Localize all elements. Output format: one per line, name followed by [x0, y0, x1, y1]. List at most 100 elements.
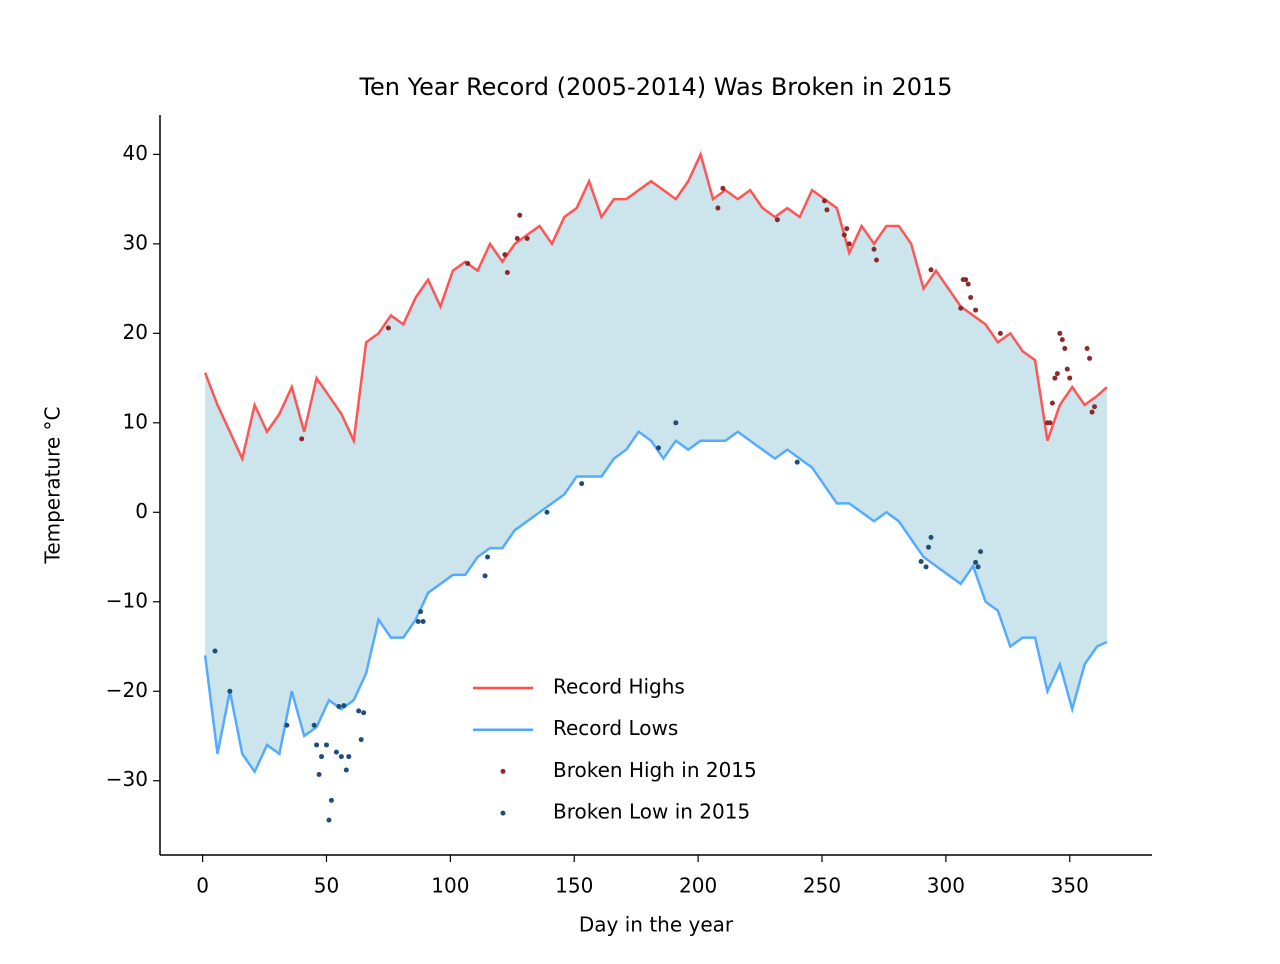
scatter-point	[1089, 409, 1095, 415]
scatter-point	[958, 305, 964, 311]
scatter-point	[673, 420, 679, 426]
scatter-point	[418, 609, 424, 615]
scatter-point	[517, 212, 523, 218]
scatter-point	[844, 226, 850, 232]
scatter-point	[338, 754, 344, 760]
scatter-point	[928, 267, 934, 273]
scatter-point	[975, 564, 981, 570]
y-tick-label: 20	[123, 320, 148, 344]
scatter-point	[465, 261, 471, 267]
scatter-point	[544, 509, 550, 515]
scatter-point	[514, 235, 520, 241]
scatter-point	[299, 436, 305, 442]
scatter-point	[311, 722, 317, 728]
scatter-point	[316, 771, 322, 777]
scatter-point	[346, 754, 352, 760]
x-tick-label: 150	[555, 874, 593, 898]
y-tick-label: 0	[135, 499, 148, 523]
scatter-point	[918, 559, 924, 565]
scatter-point	[871, 246, 877, 252]
scatter-point	[385, 325, 391, 331]
scatter-point	[997, 330, 1003, 336]
scatter-point	[1054, 371, 1060, 377]
scatter-point	[284, 722, 290, 728]
scatter-point	[774, 217, 780, 223]
scatter-point	[579, 481, 585, 487]
x-tick-label: 100	[431, 874, 469, 898]
scatter-point	[928, 534, 934, 540]
scatter-point	[965, 281, 971, 287]
scatter-point	[314, 742, 320, 748]
scatter-point	[968, 295, 974, 301]
x-tick-label: 50	[314, 874, 339, 898]
scatter-point	[524, 235, 530, 241]
scatter-point	[1059, 337, 1065, 343]
scatter-point	[821, 198, 827, 204]
y-tick-label: −10	[106, 588, 148, 612]
scatter-point	[720, 185, 726, 191]
scatter-point	[1062, 346, 1068, 352]
scatter-point	[504, 269, 510, 275]
scatter-point	[978, 549, 984, 555]
scatter-point	[356, 708, 362, 714]
scatter-point	[794, 459, 800, 465]
scatter-point	[1047, 420, 1053, 426]
scatter-point	[328, 797, 334, 803]
x-tick-label: 300	[927, 874, 965, 898]
y-tick-label: 30	[123, 230, 148, 254]
scatter-point	[1049, 400, 1055, 406]
x-tick-label: 0	[196, 874, 209, 898]
scatter-point	[361, 710, 367, 716]
legend-label: Broken High in 2015	[553, 758, 757, 782]
scatter-point	[343, 767, 349, 773]
scatter-point	[323, 742, 329, 748]
legend-label: Record Highs	[553, 675, 685, 699]
scatter-point	[502, 252, 508, 258]
scatter-point	[841, 232, 847, 238]
legend-label: Record Lows	[553, 716, 678, 740]
scatter-point	[326, 817, 332, 823]
scatter-point	[1067, 375, 1073, 381]
scatter-point	[333, 749, 339, 755]
x-axis-label: Day in the year	[579, 913, 734, 937]
scatter-point	[655, 445, 661, 451]
scatter-point	[1064, 366, 1070, 372]
y-axis-label: Temperature °C	[41, 406, 65, 564]
x-tick-label: 200	[679, 874, 717, 898]
scatter-point	[973, 307, 979, 313]
scatter-point	[1084, 346, 1090, 352]
chart-title: Ten Year Record (2005-2014) Was Broken i…	[358, 73, 952, 101]
scatter-point	[341, 703, 347, 709]
scatter-point	[415, 618, 421, 624]
fill-between	[205, 154, 1107, 772]
scatter-point	[963, 277, 969, 283]
y-tick-label: 40	[123, 141, 148, 165]
y-tick-label: −30	[106, 767, 148, 791]
scatter-point	[846, 241, 852, 247]
scatter-point	[873, 257, 879, 263]
scatter-point	[420, 618, 426, 624]
scatter-point	[319, 754, 325, 760]
legend-swatch	[500, 768, 506, 774]
scatter-point	[715, 205, 721, 211]
legend-label: Broken Low in 2015	[553, 800, 750, 824]
x-tick-label: 250	[803, 874, 841, 898]
line-series	[203, 150, 1108, 463]
legend-swatch	[500, 810, 506, 816]
scatter-point	[212, 648, 218, 654]
x-tick-label: 350	[1051, 874, 1089, 898]
scatter-point	[923, 564, 929, 570]
scatter-point	[926, 544, 932, 550]
scatter-point	[973, 559, 979, 565]
y-tick-label: 10	[123, 409, 148, 433]
scatter-point	[336, 703, 342, 709]
scatter-point	[1092, 404, 1098, 410]
y-tick-label: −20	[106, 678, 148, 702]
scatter-point	[1057, 330, 1063, 336]
scatter-point	[358, 737, 364, 743]
scatter-point	[824, 207, 830, 213]
scatter-point	[227, 688, 233, 694]
scatter-point	[485, 554, 491, 560]
scatter-point	[1087, 355, 1093, 361]
